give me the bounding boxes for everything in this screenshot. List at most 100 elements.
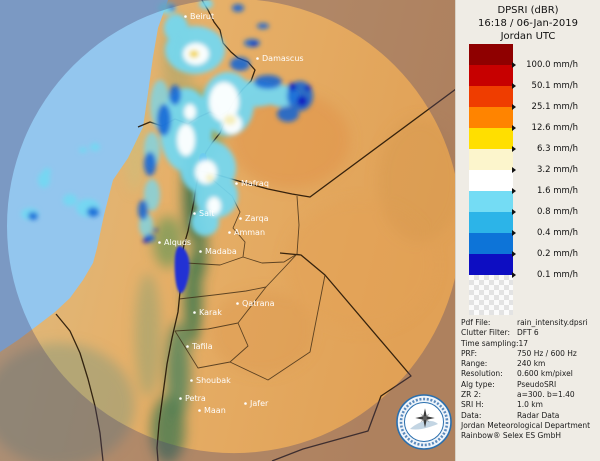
city-label-jafer: Jafer [249, 399, 269, 408]
radar-map[interactable]: Beirut Damascus Mafraq Salt Zarqa Amman Alquds… [0, 0, 455, 461]
governorate-borders [174, 179, 326, 381]
city-labels-layer: Beirut Damascus Mafraq Salt Zarqa Amman Alquds… [158, 12, 304, 415]
product-title: DPSRI (dBR) [497, 5, 559, 16]
legend-tick-icon [512, 167, 516, 173]
city-label-tafila: Tafila [191, 342, 213, 351]
city-label-damascus: Damascus [262, 54, 304, 63]
param-row: Clutter Filter: DFT 6 [461, 328, 598, 338]
param-label: SRI H: [461, 400, 484, 410]
param-label: PRF: [461, 348, 477, 358]
city-dot [179, 397, 182, 400]
legend-color-25.1-mm/h [469, 86, 513, 107]
legend-swatches [469, 44, 513, 315]
panel-header: DPSRI (dBR) 16:18 / 06-Jan-2019 Jordan U… [456, 0, 600, 43]
param-row: SRI H: 1.0 km [461, 400, 598, 410]
param-label: Clutter Filter: [461, 328, 511, 338]
city-dot [235, 182, 238, 185]
city-label-beirut: Beirut [190, 12, 214, 21]
legend-tick-icon [512, 188, 516, 194]
legend-color-100.0-mm/h [469, 44, 513, 65]
legend-label: 0.1 mm/h [536, 270, 578, 280]
scan-parameters: Pdf File: rain_intensity.dpsri Clutter Fil… [461, 318, 598, 442]
param-value: 0.600 km/pixel [517, 369, 573, 379]
legend-color-0.8-mm/h [469, 191, 513, 212]
city-dot [190, 379, 193, 382]
precipitation-echoes [21, 0, 313, 243]
legend-tick-icon [512, 230, 516, 236]
city-dot [239, 217, 242, 220]
city-dot [199, 250, 202, 253]
param-row: Data: Radar Data [461, 411, 598, 421]
param-row: Time sampling:17 [461, 339, 598, 349]
param-row: Alg type: PseudoSRI [461, 380, 598, 390]
legend-label: 3.2 mm/h [536, 165, 578, 175]
city-dot [244, 402, 247, 405]
param-label: ZR 2: [461, 390, 482, 400]
city-dot [228, 231, 231, 234]
legend-tick-icon [512, 272, 516, 278]
param-label: Time sampling: [461, 338, 519, 348]
param-value: rain_intensity.dpsri [517, 318, 588, 327]
legend-color-0.2-mm/h [469, 233, 513, 254]
legend-color-50.1-mm/h [469, 65, 513, 86]
city-dot [186, 345, 189, 348]
legend-color-0.1-mm/h [469, 254, 513, 275]
jmd-logo [396, 394, 452, 450]
param-row: Resolution: 0.600 km/pixel [461, 369, 598, 379]
legend-tick-icon [512, 251, 516, 257]
param-value: Radar Data [517, 410, 560, 420]
param-label: Alg type: [461, 379, 495, 389]
legend-tick-icon [512, 125, 516, 131]
radar-map-canvas: Beirut Damascus Mafraq Salt Zarqa Amman Alquds… [0, 0, 455, 461]
city-label-shoubak: Shoubak [196, 376, 231, 385]
info-panel: DPSRI (dBR) 16:18 / 06-Jan-2019 Jordan U… [455, 0, 600, 461]
legend-color-1.6-mm/h [469, 170, 513, 191]
city-label-qatrana: Qatrana [242, 299, 275, 308]
attribution-line: Jordan Meteorological Department [461, 420, 591, 430]
legend-tick-icon [512, 83, 516, 89]
param-row: Pdf File: rain_intensity.dpsri [461, 318, 598, 328]
intensity-legend: 100.0 mm/h 50.1 mm/h 25.1 mm/h 12.6 mm/h 6.3… [456, 44, 600, 316]
city-dot [184, 15, 187, 18]
param-label: Data: [461, 410, 482, 420]
param-label: Resolution: [461, 369, 503, 379]
legend-color-6.3-mm/h [469, 128, 513, 149]
city-label-zarqa: Zarqa [245, 214, 269, 223]
legend-label: 6.3 mm/h [536, 144, 578, 154]
legend-tick-icon [512, 209, 516, 215]
legend-label: 0.8 mm/h [536, 207, 578, 217]
legend-label: 0.2 mm/h [536, 249, 578, 259]
city-label-salt: Salt [199, 209, 214, 218]
legend-color-12.6-mm/h [469, 107, 513, 128]
param-value: DFT 6 [517, 328, 539, 338]
city-dot [158, 241, 161, 244]
city-dot [198, 409, 201, 412]
param-label: Range: [461, 359, 488, 369]
city-label-mafraq: Mafraq [241, 179, 269, 188]
city-label-karak: Karak [199, 308, 222, 317]
legend-tick-icon [512, 104, 516, 110]
city-label-petra: Petra [185, 394, 206, 403]
city-dot [193, 212, 196, 215]
legend-label: 50.1 mm/h [531, 81, 578, 91]
city-label-amman: Amman [234, 228, 265, 237]
param-value: 17 [518, 338, 529, 348]
legend-label: 0.4 mm/h [536, 228, 578, 238]
city-label-madaba: Madaba [205, 247, 237, 256]
city-dot [236, 302, 239, 305]
param-row: Range: 240 km [461, 359, 598, 369]
param-value: 1.0 km [517, 400, 543, 410]
legend-no-data-swatch [469, 275, 513, 315]
param-row: ZR 2: a=300. b=1.40 [461, 390, 598, 400]
param-value: 240 km [517, 359, 546, 369]
param-value: 750 Hz / 600 Hz [517, 348, 577, 358]
timezone: Jordan UTC [500, 31, 556, 42]
param-value: PseudoSRI [517, 379, 557, 389]
legend-label: 1.6 mm/h [536, 186, 578, 196]
legend-label: 25.1 mm/h [531, 102, 578, 112]
legend-tick-icon [512, 62, 516, 68]
city-dot [193, 311, 196, 314]
legend-color-0.4-mm/h [469, 212, 513, 233]
dead-sea [174, 245, 190, 294]
